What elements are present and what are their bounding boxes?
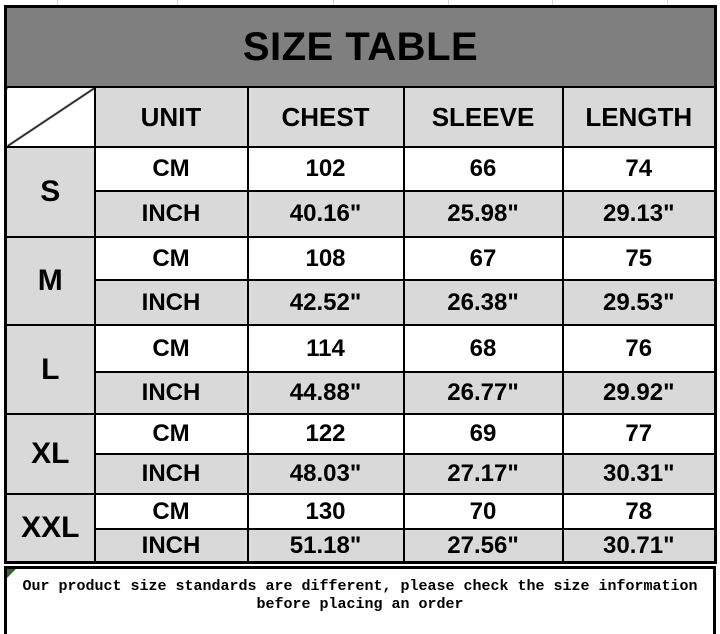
table-title: SIZE TABLE (4, 5, 717, 88)
unit-label: CM (93, 413, 249, 455)
value-cell: 70 (402, 493, 564, 530)
unit-label: CM (93, 493, 249, 530)
unit-label: INCH (93, 190, 249, 238)
unit-label: CM (93, 146, 249, 192)
value-cell: 122 (246, 413, 405, 455)
size-table: SIZE TABLE UNIT CHEST SLEEVE LENGTH S CM… (4, 5, 718, 564)
table-row: INCH 48.03" 27.17" 30.31" (6, 453, 717, 495)
unit-label: INCH (93, 371, 249, 415)
top-gridline-strip (0, 0, 720, 5)
value-cell: 78 (561, 493, 717, 530)
value-cell: 25.98" (402, 190, 564, 238)
value-cell: 74 (561, 146, 717, 192)
value-cell: 40.16" (246, 190, 405, 238)
column-header-sleeve: SLEEVE (402, 86, 564, 148)
table-row: INCH 40.16" 25.98" 29.13" (6, 190, 717, 238)
value-cell: 42.52" (246, 279, 405, 326)
value-cell: 26.77" (402, 371, 564, 415)
table-row: XXL CM 130 70 78 (4, 493, 717, 564)
value-cell: 77 (561, 413, 717, 455)
unit-label: CM (93, 324, 249, 373)
value-cell: 76 (561, 324, 717, 373)
table-row: INCH 51.18" 27.56" 30.71" (6, 528, 717, 564)
size-note: Our product size standards are different… (4, 566, 716, 634)
value-cell: 27.17" (402, 453, 564, 495)
diagonal-corner-cell (4, 86, 96, 148)
table-row: XL CM 122 69 77 (4, 413, 717, 495)
value-cell: 108 (246, 236, 405, 281)
table-row: INCH 42.52" 26.38" 29.53" (6, 279, 717, 326)
value-cell: 29.92" (561, 371, 717, 415)
value-cell: 130 (246, 493, 405, 530)
value-cell: 69 (402, 413, 564, 455)
value-cell: 68 (402, 324, 564, 373)
value-cell: 102 (246, 146, 405, 192)
unit-label: INCH (93, 528, 249, 564)
size-label-l: L (4, 324, 96, 415)
value-cell: 27.56" (402, 528, 564, 564)
value-cell: 67 (402, 236, 564, 281)
value-cell: 48.03" (246, 453, 405, 495)
unit-label: INCH (93, 453, 249, 495)
size-label-s: S (4, 146, 96, 238)
value-cell: 75 (561, 236, 717, 281)
note-line-2: before placing an order (256, 596, 464, 613)
size-label-xxl: XXL (4, 493, 96, 564)
table-row: M CM 108 67 75 (4, 236, 717, 326)
unit-label: INCH (93, 279, 249, 326)
table-row: INCH 44.88" 26.77" 29.92" (6, 371, 717, 415)
value-cell: 26.38" (402, 279, 564, 326)
column-header-length: LENGTH (561, 86, 717, 148)
size-label-m: M (4, 236, 96, 326)
value-cell: 114 (246, 324, 405, 373)
excel-note-marker-icon (7, 569, 16, 578)
value-cell: 44.88" (246, 371, 405, 415)
value-cell: 66 (402, 146, 564, 192)
unit-label: CM (93, 236, 249, 281)
table-row: S CM 102 66 74 (4, 146, 717, 238)
value-cell: 29.13" (561, 190, 717, 238)
value-cell: 29.53" (561, 279, 717, 326)
value-cell: 30.31" (561, 453, 717, 495)
note-line-1: Our product size standards are different… (22, 578, 698, 595)
size-label-xl: XL (4, 413, 96, 495)
value-cell: 51.18" (246, 528, 405, 564)
column-header-unit: UNIT (93, 86, 249, 148)
value-cell: 30.71" (561, 528, 717, 564)
table-row: L CM 114 68 76 (4, 324, 717, 415)
column-header-chest: CHEST (246, 86, 405, 148)
